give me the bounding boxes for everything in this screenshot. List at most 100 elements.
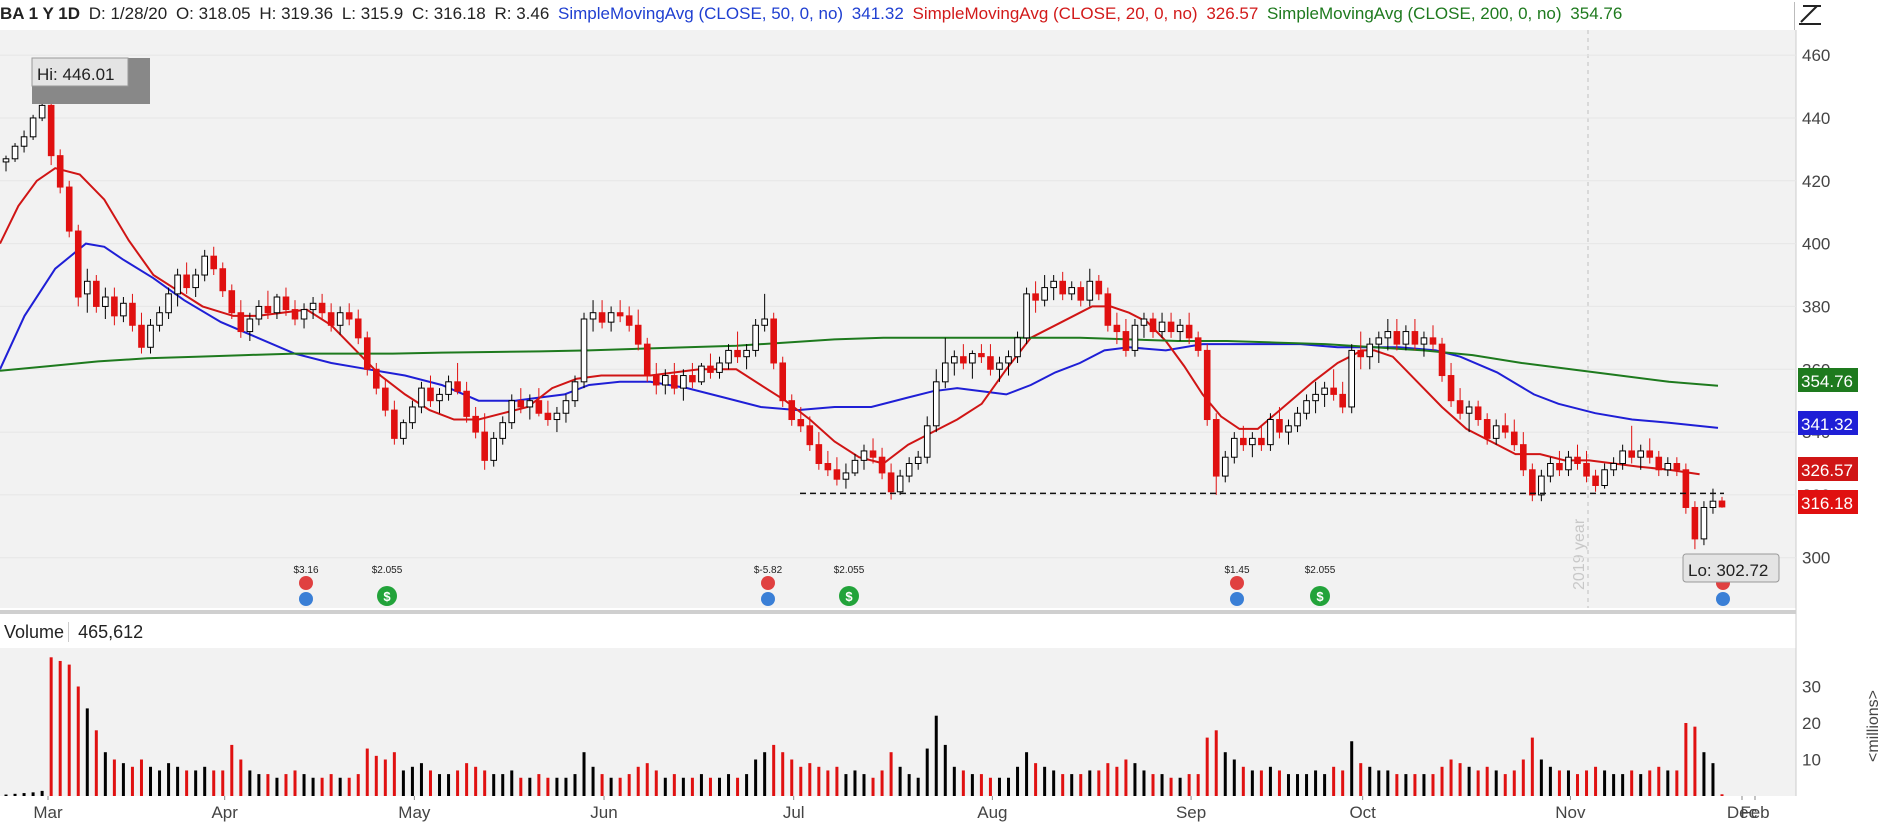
candle-body [445, 381, 452, 395]
volume-bar [1124, 759, 1128, 796]
volume-bar [139, 759, 143, 796]
volume-bar [862, 774, 866, 796]
candle-body [643, 343, 651, 377]
x-tick-label: Apr [211, 803, 238, 822]
drawing-tool-icon[interactable] [1794, 2, 1825, 30]
volume-bar [808, 763, 812, 796]
volume-bar [546, 777, 550, 796]
sma20-label[interactable]: SimpleMovingAvg (CLOSE, 20, 0, no) [912, 4, 1198, 23]
candle-body [363, 337, 371, 370]
volume-bar [383, 759, 387, 796]
candle-body [1014, 337, 1021, 358]
sma50-label[interactable]: SimpleMovingAvg (CLOSE, 50, 0, no) [558, 4, 844, 23]
x-tick-label: Oct [1349, 803, 1376, 822]
x-tick-label: Dec [1727, 803, 1758, 822]
hi-label-box: Hi: 446.01 [31, 57, 150, 104]
candle-body [309, 302, 317, 311]
volume-bar [338, 777, 342, 796]
candle-body [914, 456, 922, 464]
volume-bar [130, 766, 134, 796]
candle-body [1140, 318, 1148, 326]
candle-body [517, 400, 525, 408]
earnings-icon [1230, 576, 1244, 590]
sma200-label[interactable]: SimpleMovingAvg (CLOSE, 200, 0, no) [1267, 4, 1562, 23]
ticker-label[interactable]: BA 1 Y 1D [0, 4, 81, 23]
candle-body [111, 296, 118, 317]
candle-body [1240, 437, 1247, 446]
low-value: L: 315.9 [341, 4, 404, 23]
volume-bar [1720, 794, 1724, 796]
candle-body [1285, 425, 1292, 433]
candle-body [1465, 406, 1473, 414]
candle-body [616, 312, 624, 317]
volume-bar [121, 763, 125, 796]
volume-bar [564, 777, 568, 796]
volume-bar [1133, 763, 1137, 796]
volume-bar [573, 774, 577, 796]
volume-bar [85, 708, 89, 796]
event-label: $1.45 [1224, 565, 1249, 576]
open-value: O: 318.05 [175, 4, 251, 23]
volume-bar [1232, 759, 1236, 796]
volume-bar [736, 777, 740, 796]
volume-bar [943, 744, 947, 796]
candle-body [1691, 506, 1699, 540]
candle-body [2, 158, 10, 163]
candle-body [598, 312, 606, 323]
candle-body [300, 309, 308, 320]
volume-bar [835, 766, 839, 796]
candle-body [183, 274, 190, 289]
volume-bar [618, 777, 622, 796]
volume-bar [112, 759, 116, 796]
candle-body [436, 393, 443, 402]
volume-bar [528, 777, 532, 796]
candle-body [607, 312, 615, 323]
volume-bar [1548, 766, 1552, 796]
candle-body [1167, 321, 1175, 333]
volume-bar [1223, 752, 1227, 796]
candle-body [1529, 469, 1536, 496]
candle-body [1032, 293, 1039, 301]
candle-body [508, 400, 516, 424]
candle-body [707, 365, 714, 373]
candle-body [1158, 321, 1166, 333]
candle-body [29, 117, 37, 138]
volume-bar [1395, 774, 1399, 796]
candle-body [887, 472, 895, 493]
candle-body [1321, 387, 1328, 395]
volume-bar [1521, 759, 1525, 796]
volume-bar [1368, 766, 1372, 796]
volume-bar [925, 748, 929, 796]
candle-body [544, 412, 552, 421]
volume-bar [4, 794, 8, 796]
volume-value: 465,612 [78, 622, 144, 642]
candle-body [228, 290, 236, 314]
volume-bar [1431, 774, 1435, 796]
candle-body [400, 422, 407, 439]
candle-body [662, 375, 669, 386]
candle-body [1230, 437, 1238, 458]
volume-bar [609, 777, 613, 796]
volume-bar [537, 774, 541, 796]
candle-body [553, 412, 561, 421]
volume-bar [853, 770, 857, 796]
candle-body [698, 365, 705, 383]
volume-bar [1205, 737, 1209, 796]
candle-body [354, 318, 362, 339]
volume-label[interactable]: Volume [0, 622, 70, 642]
volume-bar [555, 777, 559, 796]
volume-bar [266, 774, 270, 796]
candle-body [1619, 450, 1626, 465]
volume-bar [401, 770, 405, 796]
range-value: R: 3.46 [494, 4, 550, 23]
dollar-glyph: $ [383, 589, 391, 604]
volume-bar [31, 792, 35, 796]
candle-body [905, 463, 913, 477]
x-tick-label: May [398, 803, 431, 822]
date-value: D: 1/28/20 [88, 4, 168, 23]
volume-bar [1639, 774, 1643, 796]
candle-body [788, 400, 796, 421]
candle-body [1501, 425, 1509, 433]
candle-body [1655, 456, 1663, 471]
